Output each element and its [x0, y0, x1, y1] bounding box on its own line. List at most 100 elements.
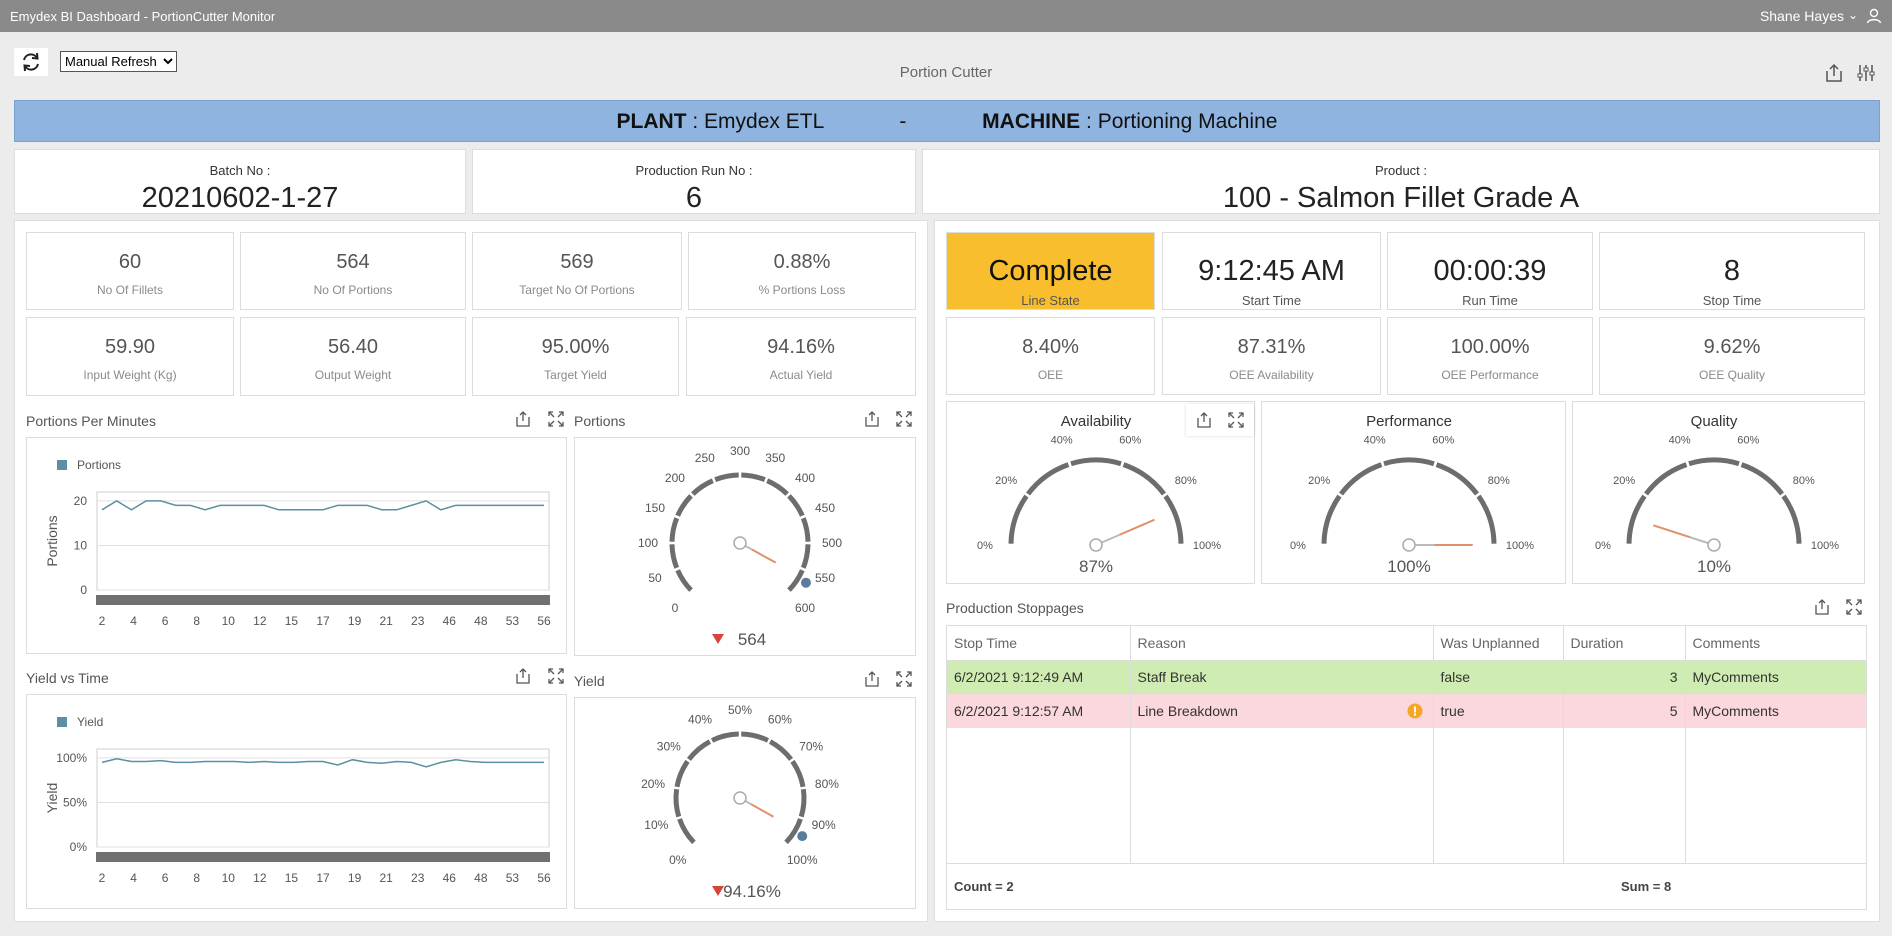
gauge-toolbar [1186, 404, 1254, 436]
yield-chart: Yield 0% 50% 100% Yield 2 4 6 8 10 12 15 17 19 21 23 46 4… [26, 694, 567, 909]
user-icon[interactable] [1866, 8, 1882, 24]
gauge-tick-label: 450 [815, 501, 835, 515]
maximize-icon[interactable] [1845, 598, 1863, 616]
gauge-arc [675, 569, 693, 592]
x-tick-label: 15 [285, 614, 299, 628]
gauge-tick-label: 50% [728, 703, 752, 717]
kpi-portions: 564 No Of Portions [240, 232, 466, 310]
availability-gauge-svg: Availability 0% 20% 40% 60% 80% 100% 87% [977, 413, 1221, 576]
gauge-tick-label: 40% [1669, 434, 1691, 446]
cell-reason: Staff Break [1130, 660, 1434, 694]
maximize-icon[interactable] [547, 667, 565, 685]
col-stop-time[interactable]: Stop Time [947, 626, 1131, 661]
gauge-tick-label: 80% [1175, 475, 1197, 487]
count-summary: Count = 2 [954, 879, 1014, 894]
table-row[interactable]: 6/2/2021 9:12:49 AM Staff Break false 3 … [947, 660, 1866, 694]
x-tick-label: 21 [379, 871, 393, 885]
sum-summary: Sum = 8 [1621, 879, 1672, 894]
needle-pivot [1089, 538, 1103, 552]
legend-label: Yield [77, 715, 103, 729]
run-label: Production Run No : [635, 163, 753, 178]
col-comments[interactable]: Comments [1685, 626, 1866, 661]
table-row[interactable]: 6/2/2021 9:12:57 AM Line Breakdown true … [947, 694, 1866, 728]
performance-gauge-svg: Performance 0% 20% 40% 60% 80% 100% 100% [1290, 413, 1534, 576]
kpi-fillets: 60 No Of Fillets [26, 232, 234, 310]
gauge-value: 10% [1697, 557, 1731, 576]
gauge-tick-label: 150 [645, 501, 665, 515]
x-tick-label: 19 [348, 614, 362, 628]
gauge-tick-label: 40% [1364, 434, 1386, 446]
user-name[interactable]: Shane Hayes [1759, 8, 1844, 24]
gauge-tick-label: 0% [669, 853, 687, 867]
cell-unplanned: false [1433, 660, 1564, 694]
gauge-tick-label: 100% [1193, 540, 1221, 552]
gauge-arc [1339, 462, 1383, 496]
maximize-icon[interactable] [895, 410, 913, 428]
maximize-icon[interactable] [895, 670, 913, 688]
needle [1653, 524, 1691, 539]
kpi-line-state: Complete Line State [946, 232, 1155, 310]
col-unplanned[interactable]: Was Unplanned [1433, 626, 1564, 661]
y-tick-label: 50% [63, 795, 87, 809]
gauge-arc [800, 517, 811, 542]
needle [750, 803, 774, 818]
col-duration[interactable]: Duration [1563, 626, 1686, 661]
export-icon[interactable] [514, 410, 532, 428]
needle-pivot [1707, 538, 1721, 552]
target-marker [800, 577, 811, 588]
series-line [101, 500, 544, 511]
gauge-arc [1026, 462, 1070, 496]
yield-gauge: 0% 10% 20% 30% 40% 50% 60% 70% 80% 90% 100% 94.16% [574, 697, 916, 909]
gauge-tick-label: 300 [730, 444, 750, 458]
export-icon[interactable] [1823, 62, 1845, 84]
cell-comments: MyComments [1685, 660, 1866, 694]
x-tick-label: 46 [443, 871, 457, 885]
gauge-arc [787, 569, 805, 592]
portions-gauge: 0 50 100 150 200 250 300 350 400 450 500 550 600 564 [574, 437, 916, 656]
export-icon[interactable] [1813, 598, 1831, 616]
export-icon[interactable] [863, 410, 881, 428]
gauge-tick-label: 50 [648, 571, 662, 585]
y-axis-title: Portions [44, 515, 60, 566]
x-tick-label: 48 [474, 871, 488, 885]
col-reason[interactable]: Reason [1130, 626, 1434, 661]
chevron-down-icon[interactable]: ⌄ [1847, 8, 1858, 22]
gauge-tick-label: 0% [1290, 540, 1306, 552]
x-tick-label: 10 [222, 614, 236, 628]
refresh-button[interactable] [14, 48, 48, 76]
portions-gauge-svg: 0 50 100 150 200 250 300 350 400 450 500 550 600 564 [638, 444, 842, 649]
x-tick-label: 15 [285, 871, 299, 885]
kpi-portions-loss: 0.88%% Portions Loss [688, 232, 916, 310]
gauge-arc [784, 818, 803, 845]
y-tick-label: 0 [80, 583, 87, 597]
batch-label: Batch No : [209, 163, 271, 178]
product-card: Product : 100 - Salmon Fillet Grade A [922, 149, 1880, 214]
gauge-tick-label: 100 [638, 536, 658, 550]
gauge-tick-label: 500 [822, 536, 842, 550]
kpi-oee: 8.40% OEE [946, 317, 1155, 395]
gauge-tick-label: 0% [1595, 540, 1611, 552]
kpi-target-portions: 569 Target No Of Portions [472, 232, 682, 310]
x-tick-label: 2 [99, 614, 106, 628]
legend-swatch [57, 460, 67, 470]
x-tick-label: 8 [193, 871, 200, 885]
x-tick-label: 10 [222, 871, 236, 885]
export-icon[interactable] [863, 670, 881, 688]
export-icon[interactable] [514, 667, 532, 685]
ppm-title: Portions Per Minutes [26, 413, 156, 429]
x-tick-label: 21 [379, 614, 393, 628]
maximize-icon[interactable] [1227, 411, 1245, 429]
stoppages-title: Production Stoppages [946, 600, 1084, 616]
run-value: 6 [685, 182, 703, 214]
maximize-icon[interactable] [547, 410, 565, 428]
x-tick-label: 6 [162, 871, 169, 885]
kpi-stop-time: 8 Stop Time [1599, 232, 1865, 310]
refresh-mode-select[interactable]: Manual Refresh [60, 51, 177, 72]
export-icon[interactable] [1195, 411, 1213, 429]
gauge-tick-label: 60% [1119, 434, 1141, 446]
parameters-icon[interactable] [1855, 62, 1877, 84]
gauge-arc [1122, 462, 1166, 496]
y-tick-label: 20 [74, 494, 88, 508]
x-tick-label: 48 [474, 614, 488, 628]
